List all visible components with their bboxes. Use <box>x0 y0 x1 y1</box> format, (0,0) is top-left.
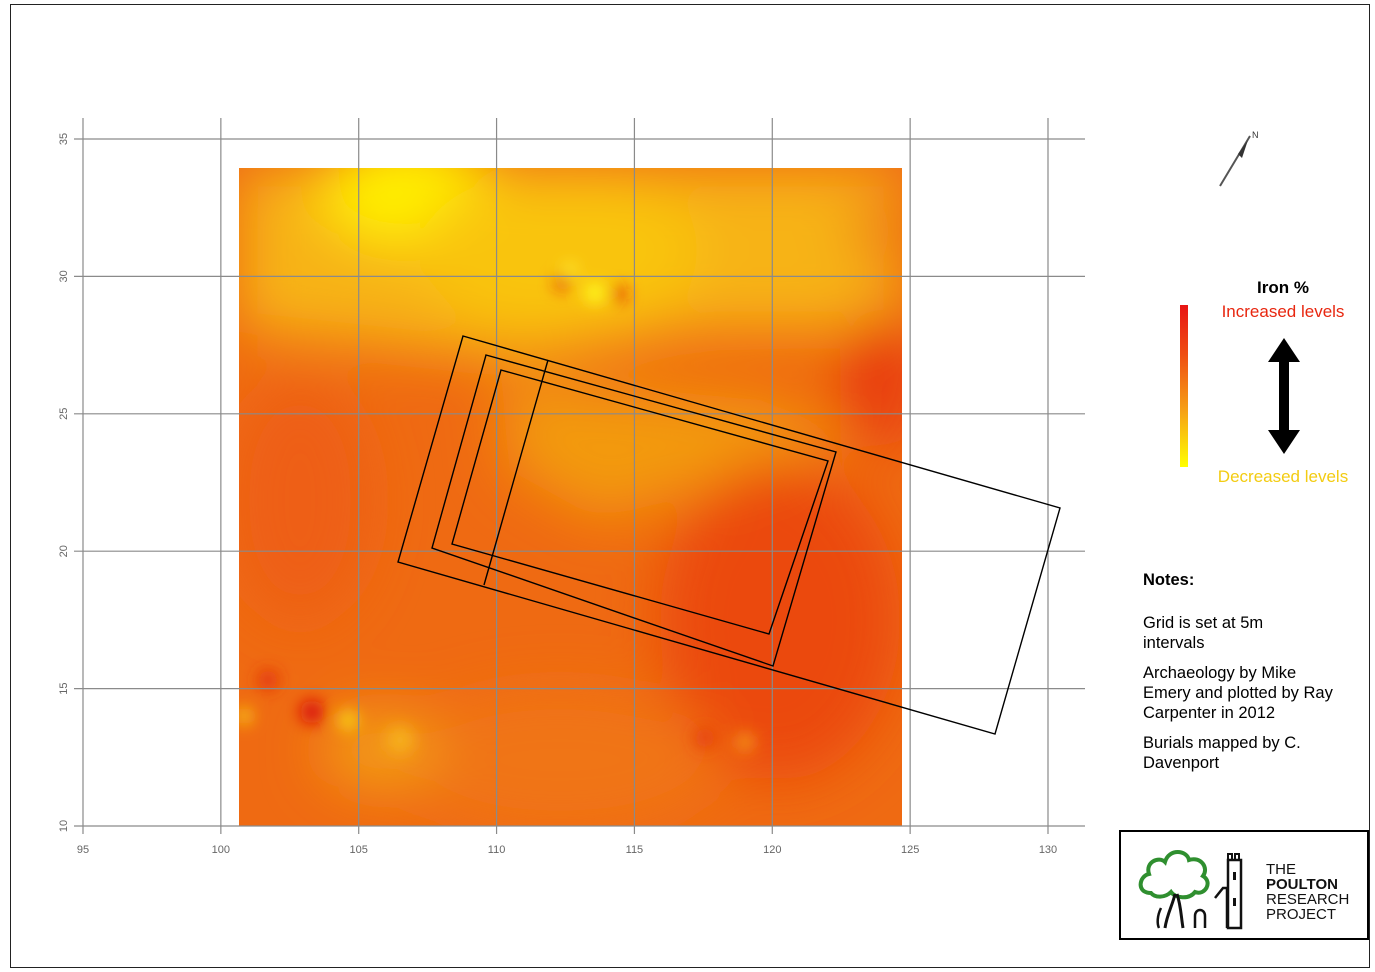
church-tower-icon <box>1193 853 1243 930</box>
logo-line-the: THE <box>1266 861 1296 878</box>
x-tick-label: 115 <box>626 844 644 856</box>
x-tick-label: 95 <box>77 844 89 856</box>
logo-line-research: RESEARCH <box>1266 891 1350 908</box>
tree-icon <box>1138 850 1210 929</box>
note-burials: Burials mapped by C. Davenport <box>1143 734 1301 772</box>
x-tick-label: 125 <box>901 844 919 856</box>
x-tick-label: 100 <box>212 844 230 856</box>
y-tick-label: 30 <box>58 270 70 282</box>
north-arrow-icon: N <box>1219 130 1259 187</box>
x-tick-label: 110 <box>488 844 506 856</box>
project-logo: THE POULTON RESEARCH PROJECT <box>1119 830 1369 940</box>
coordinate-grid <box>74 118 1085 834</box>
x-axis-labels: 95 100 105 110 115 120 125 130 <box>77 844 1057 856</box>
legend-high-label: Increased levels <box>1221 302 1345 321</box>
inner-partition-line <box>483 359 549 586</box>
double-arrow-icon <box>1268 338 1300 454</box>
y-tick-label: 35 <box>58 133 70 145</box>
logo-artwork <box>1138 850 1243 930</box>
notes-panel: Notes: Grid is set at 5m intervals Archa… <box>1143 570 1353 783</box>
page-frame <box>10 4 1370 968</box>
x-tick-label: 105 <box>350 844 368 856</box>
logo-text: THE POULTON RESEARCH PROJECT <box>1266 862 1349 922</box>
iron-heatmap <box>239 168 902 826</box>
legend-low-label: Decreased levels <box>1217 467 1349 486</box>
note-archaeology: Archaeology by Mike Emery and plotted by… <box>1143 664 1333 722</box>
x-tick-label: 120 <box>763 844 781 856</box>
color-ramp <box>1180 305 1188 467</box>
north-arrow: N <box>1210 126 1266 192</box>
y-tick-label: 10 <box>58 820 70 832</box>
x-tick-label: 130 <box>1039 844 1057 856</box>
legend-title: Iron % <box>1257 278 1309 297</box>
logo-line-poulton: POULTON <box>1266 876 1338 893</box>
outer-wall-outline <box>397 335 1061 735</box>
y-axis-labels: 10 15 20 25 30 35 <box>58 133 70 832</box>
y-tick-label: 25 <box>58 408 70 420</box>
notes-heading: Notes: <box>1143 571 1195 589</box>
inner-wall-outline <box>451 369 829 635</box>
logo-line-project: PROJECT <box>1266 906 1337 923</box>
y-tick-label: 15 <box>58 682 70 694</box>
note-grid: Grid is set at 5m intervals <box>1143 614 1264 652</box>
middle-wall-outline <box>431 354 837 667</box>
y-tick-label: 20 <box>58 545 70 557</box>
building-outlines <box>397 335 1061 735</box>
north-label: N <box>1252 130 1259 140</box>
